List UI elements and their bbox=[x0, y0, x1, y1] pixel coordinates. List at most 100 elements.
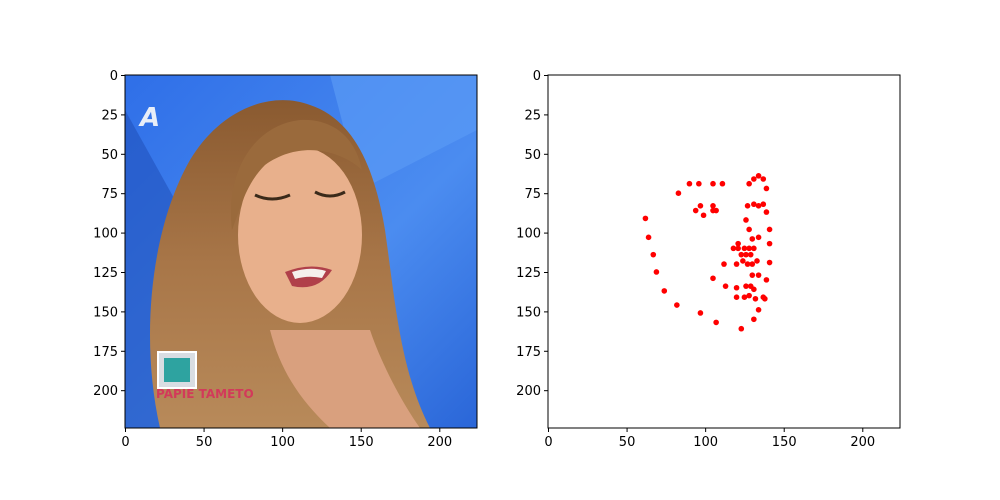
right-y-tick-label: 100 bbox=[516, 227, 541, 242]
landmark-point bbox=[766, 259, 773, 266]
landmark-point bbox=[746, 245, 752, 252]
left-x-tick-label: 50 bbox=[196, 435, 213, 450]
landmark-point bbox=[697, 310, 704, 316]
landmark-point bbox=[675, 190, 682, 196]
landmark-point bbox=[645, 234, 652, 241]
landmark-point bbox=[741, 294, 748, 301]
right-y-tick-label: 175 bbox=[516, 345, 541, 360]
landmark-point bbox=[760, 176, 767, 182]
landmark-point bbox=[755, 173, 762, 179]
right-y-tick-label: 125 bbox=[516, 266, 541, 281]
landmark-point bbox=[710, 275, 716, 282]
landmark-point bbox=[650, 251, 657, 258]
landmark-point bbox=[738, 251, 745, 258]
right-eye bbox=[314, 190, 346, 198]
landmark-point bbox=[692, 207, 699, 214]
landmark-point bbox=[721, 261, 727, 267]
landmark-point bbox=[743, 283, 749, 289]
left-eye bbox=[254, 193, 291, 201]
landmark-point bbox=[733, 284, 740, 291]
landmark-point bbox=[755, 307, 762, 313]
face bbox=[238, 147, 362, 323]
landmark-point bbox=[746, 180, 752, 187]
right-x-tick-label: 200 bbox=[850, 435, 875, 450]
landmark-point bbox=[730, 245, 737, 252]
landmark-point bbox=[746, 226, 752, 233]
landmark-point bbox=[696, 180, 702, 187]
landmark-point bbox=[749, 236, 756, 242]
landmark-point bbox=[735, 240, 741, 247]
landmark-point bbox=[710, 202, 716, 209]
right-axes-frame bbox=[547, 74, 901, 429]
landmark-panel: 0 50 100 150 200 0 25 50 75 100 125 150 175 200 bbox=[516, 69, 901, 450]
right-x-tick-label: 0 bbox=[544, 435, 552, 450]
left-y-tick-label: 75 bbox=[101, 187, 118, 202]
landmark-point bbox=[766, 240, 773, 247]
left-y-axis: 0 25 50 75 100 125 150 175 200 bbox=[93, 69, 125, 399]
landmark-point bbox=[697, 202, 704, 209]
landmark-point bbox=[766, 226, 773, 233]
right-x-tick-label: 100 bbox=[693, 435, 718, 450]
landmark-point bbox=[713, 207, 719, 214]
right-x-axis: 0 50 100 150 200 bbox=[544, 428, 875, 450]
landmark-point bbox=[752, 295, 759, 302]
landmark-point bbox=[755, 272, 762, 278]
landmark-point bbox=[733, 294, 740, 301]
landmark-point bbox=[642, 215, 649, 222]
landmark-point bbox=[700, 212, 707, 219]
landmark-point bbox=[741, 245, 748, 252]
landmark-point bbox=[755, 202, 762, 209]
landmark-point bbox=[740, 258, 746, 264]
left-x-axis: 0 50 100 150 200 bbox=[121, 428, 452, 450]
landmark-point bbox=[749, 272, 756, 278]
landmark-point bbox=[744, 261, 751, 267]
landmark-point bbox=[763, 209, 770, 215]
landmark-point bbox=[733, 261, 740, 267]
left-y-tick-label: 175 bbox=[93, 345, 118, 360]
right-y-tick-label: 25 bbox=[524, 108, 541, 123]
landmark-point bbox=[743, 251, 749, 258]
landmark-point bbox=[746, 292, 752, 299]
left-x-tick-label: 200 bbox=[427, 435, 452, 450]
landmark-point bbox=[710, 180, 716, 187]
landmark-point bbox=[722, 283, 729, 289]
landmark-point bbox=[751, 176, 757, 182]
right-y-tick-label: 150 bbox=[516, 305, 541, 320]
landmark-point bbox=[762, 295, 768, 302]
landmark-points bbox=[642, 173, 773, 332]
right-y-tick-label: 50 bbox=[524, 148, 541, 163]
landmark-point bbox=[713, 319, 719, 326]
left-x-tick-label: 0 bbox=[121, 435, 129, 450]
studio-light-stripe bbox=[330, 75, 477, 190]
left-y-tick-label: 100 bbox=[93, 227, 118, 242]
landmark-point bbox=[735, 245, 741, 252]
photo: A PAPIE TAMETO bbox=[125, 75, 477, 428]
left-x-tick-label: 150 bbox=[349, 435, 374, 450]
right-axes-background bbox=[548, 75, 900, 428]
landmark-point bbox=[743, 217, 749, 223]
landmark-point bbox=[653, 269, 660, 275]
left-axes-frame bbox=[124, 74, 478, 429]
landmark-point bbox=[760, 201, 767, 208]
landmark-point bbox=[751, 245, 757, 252]
landmark-point bbox=[686, 180, 693, 187]
right-y-tick-label: 200 bbox=[516, 384, 541, 399]
channel-logo: A bbox=[138, 103, 160, 133]
left-y-tick-label: 150 bbox=[93, 305, 118, 320]
right-x-tick-label: 50 bbox=[619, 435, 636, 450]
neck-shoulder bbox=[270, 330, 420, 428]
landmark-point bbox=[755, 234, 762, 241]
landmark-point bbox=[751, 286, 757, 293]
caption-badge-inner bbox=[164, 358, 190, 382]
landmark-point bbox=[719, 180, 726, 187]
left-y-tick-label: 0 bbox=[110, 69, 118, 84]
landmark-point bbox=[674, 302, 680, 308]
hair-front bbox=[230, 119, 362, 230]
right-y-tick-label: 0 bbox=[533, 69, 541, 84]
left-y-tick-label: 200 bbox=[93, 384, 118, 399]
teeth bbox=[292, 268, 326, 279]
caption-text: PAPIE TAMETO bbox=[156, 387, 254, 401]
landmark-point bbox=[763, 185, 770, 192]
landmark-point bbox=[747, 251, 754, 258]
